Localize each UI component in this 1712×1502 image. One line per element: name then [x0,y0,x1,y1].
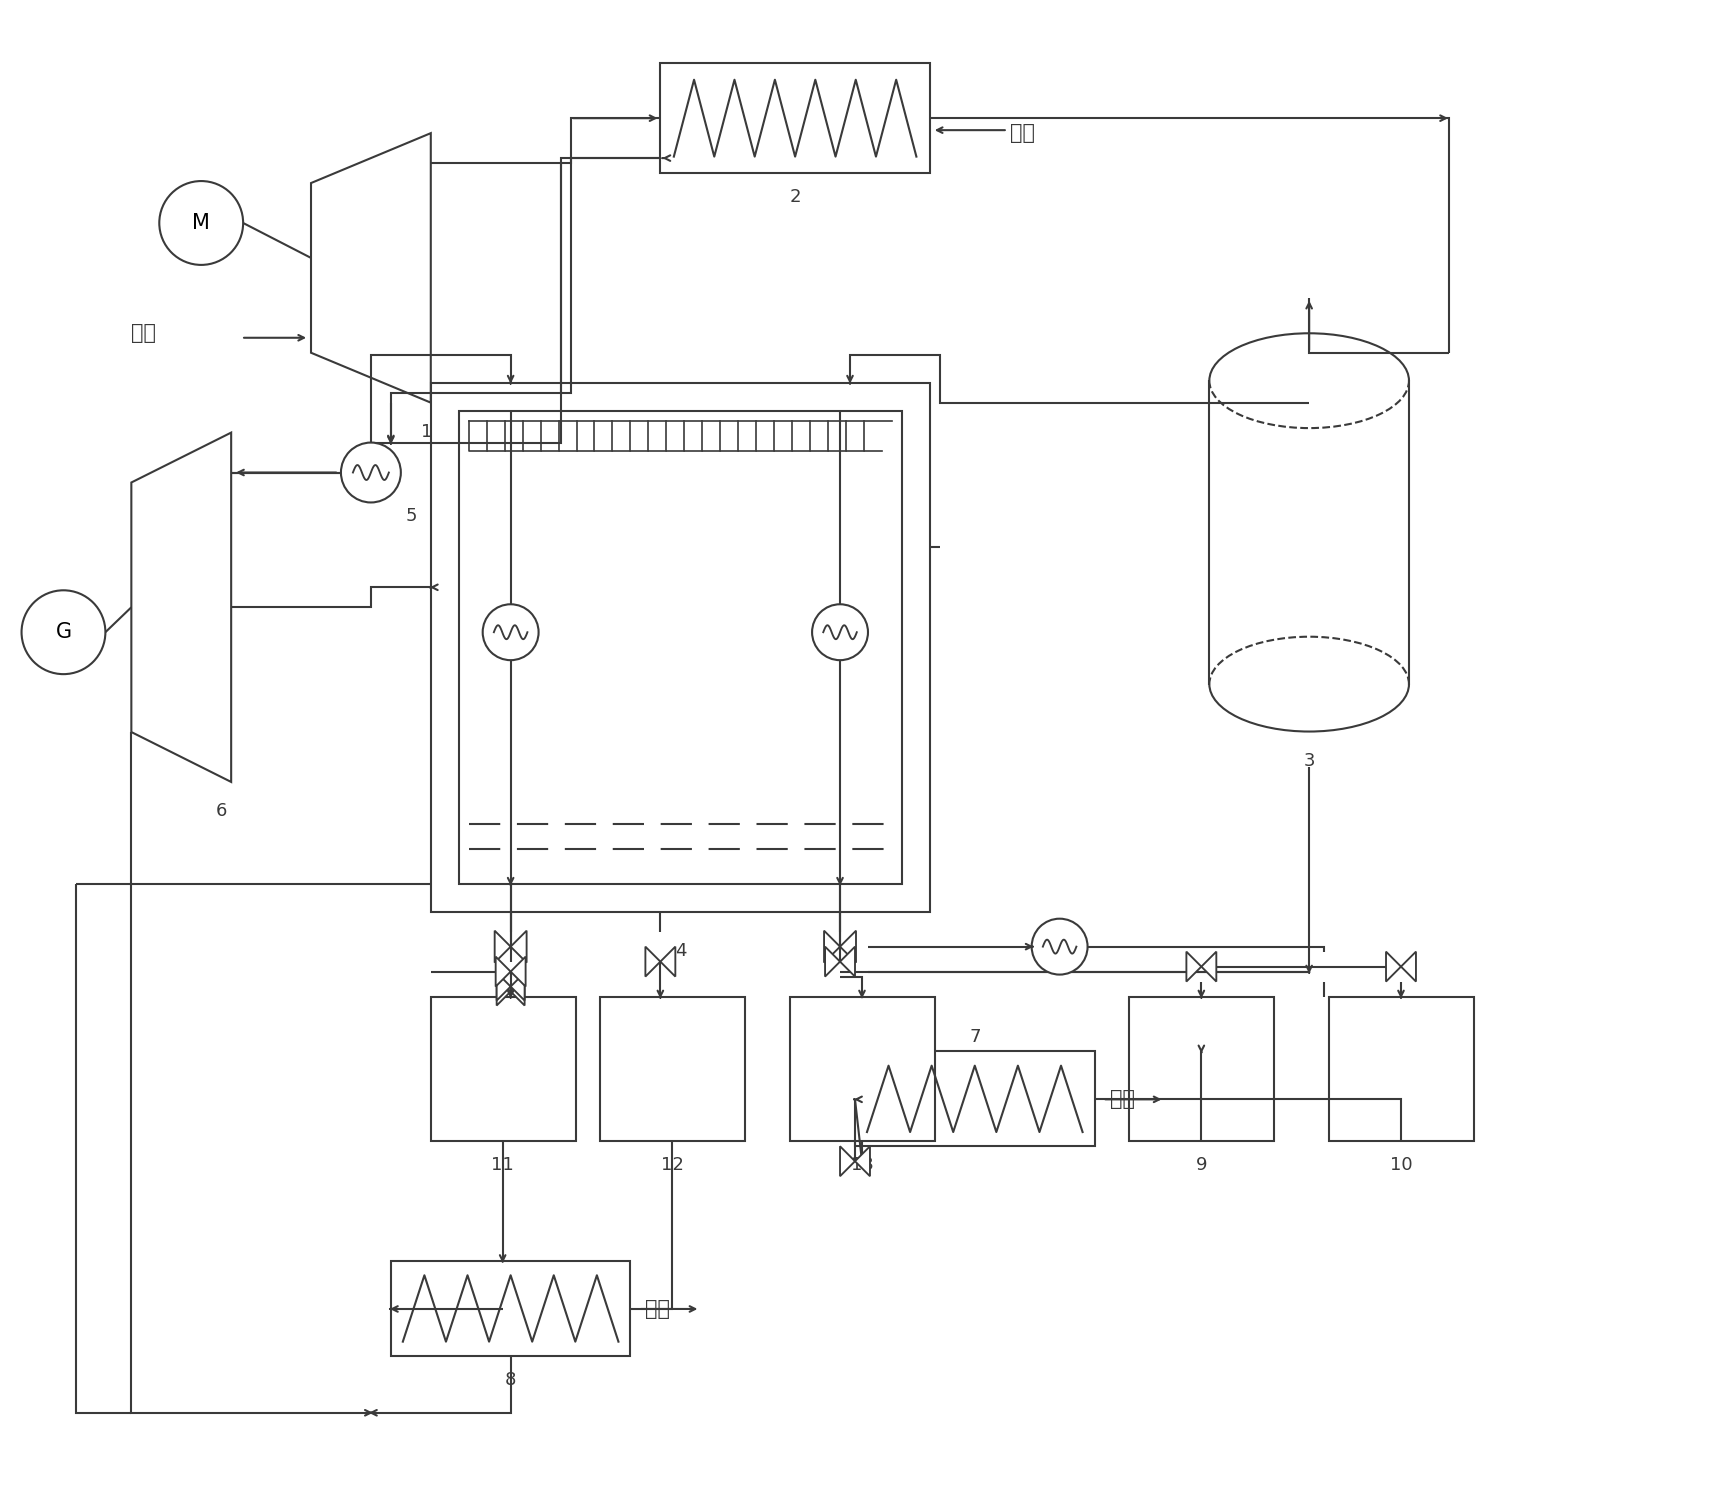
Polygon shape [1202,952,1216,982]
Bar [661,63,930,173]
Circle shape [159,182,243,264]
Bar [854,1051,1094,1146]
Text: 排气: 排气 [645,1299,671,1319]
Polygon shape [496,957,510,987]
Polygon shape [1400,952,1416,982]
Polygon shape [510,957,526,987]
Text: 4: 4 [675,942,687,960]
Bar [1329,996,1474,1142]
Polygon shape [312,134,431,403]
Polygon shape [495,931,510,963]
Text: M: M [192,213,211,233]
Circle shape [483,604,539,661]
Bar [1130,996,1274,1142]
Text: G: G [55,622,72,643]
Text: 7: 7 [969,1029,981,1047]
Polygon shape [132,433,231,783]
Text: 6: 6 [216,802,228,820]
Text: 空气: 空气 [1010,123,1034,143]
Polygon shape [854,1146,870,1176]
Text: 10: 10 [1390,1157,1412,1175]
Circle shape [341,443,401,503]
Polygon shape [841,946,854,976]
Polygon shape [1387,952,1400,982]
Text: 11: 11 [491,1157,514,1175]
Circle shape [1032,919,1087,975]
Bar [431,383,930,912]
Polygon shape [510,931,527,963]
Polygon shape [510,973,524,1000]
Polygon shape [825,946,841,976]
Polygon shape [645,946,661,976]
Circle shape [22,590,106,674]
Polygon shape [510,978,524,1005]
Polygon shape [661,946,675,976]
Text: 2: 2 [789,188,801,206]
Polygon shape [823,931,841,963]
Bar [601,996,745,1142]
Polygon shape [1186,952,1202,982]
Text: 排气: 排气 [1109,1089,1135,1110]
Polygon shape [496,973,510,1000]
Bar [390,1262,630,1356]
Text: 1: 1 [421,422,431,440]
Polygon shape [496,978,510,1005]
Text: 5: 5 [406,508,418,526]
Text: 8: 8 [505,1371,517,1389]
Text: 3: 3 [1303,753,1315,771]
Circle shape [811,604,868,661]
Bar [431,996,575,1142]
Polygon shape [841,1146,854,1176]
Bar [791,996,935,1142]
Bar [459,410,902,883]
Text: 13: 13 [851,1157,873,1175]
Text: 12: 12 [661,1157,683,1175]
Text: 9: 9 [1195,1157,1207,1175]
Text: 空气: 空气 [132,323,156,342]
Polygon shape [841,931,856,963]
